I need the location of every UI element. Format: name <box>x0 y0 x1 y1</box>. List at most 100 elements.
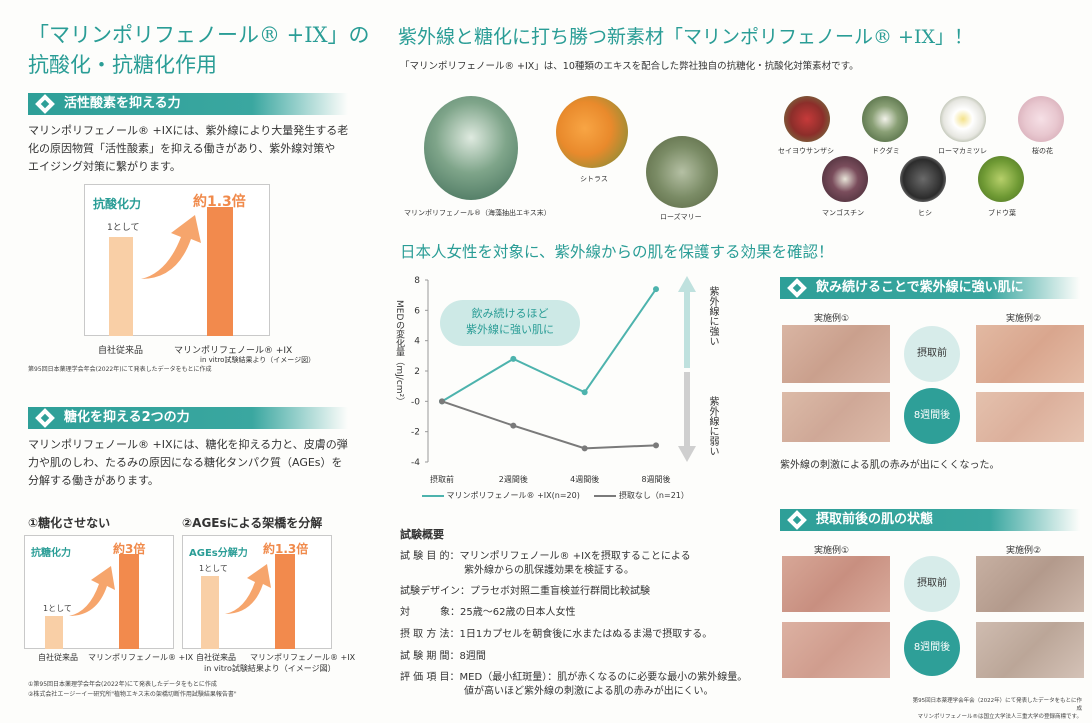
bar-conventional <box>109 237 133 336</box>
cherry-blossom-image <box>1018 96 1064 142</box>
up-down-arrow-icon <box>678 276 696 462</box>
panel-heading-uv: 飲み続けることで紫外線に強い肌に <box>780 277 1080 299</box>
case-label-2: 実施例② <box>1006 314 1042 324</box>
sub-heading-1: ①糖化させない <box>28 516 111 530</box>
baseline-label: 1として <box>199 564 228 573</box>
x-tick-label: 摂取前 <box>430 474 454 484</box>
case-label-1: 実施例① <box>814 314 850 324</box>
data-point-control <box>439 398 445 405</box>
after-badge: 8週間後 <box>904 388 960 444</box>
data-point-control <box>653 442 659 449</box>
legend-swatch-product <box>422 494 444 497</box>
ingredient-label: ブドウ葉 <box>988 209 1016 217</box>
grape-leaf-image <box>978 156 1024 202</box>
ingredient-label: セイヨウサンザシ <box>778 147 834 155</box>
glycation-notes: ①第95回日本薬理学会年会(2022年)にて発表したデータをもとに作成 ②株式会社… <box>28 681 237 698</box>
study-row: 評 価 項 目：MED（最小紅斑量）：肌が赤くなるのに必要な最小の紫外線量。 <box>400 672 748 683</box>
seaweed-image <box>424 96 518 200</box>
footnote: 第95回日本薬理学会年会（2022年）にて発表したデータをもとに作成 マリンポリフ… <box>912 698 1082 720</box>
x-label-product: マリンポリフェノール® +IX <box>88 653 194 662</box>
x-label-product: マリンポリフェノール® +IX <box>174 346 293 356</box>
antioxidant-note: 第95回日本薬理学会年会(2022年)にて発表したデータをもとに作成 <box>28 366 212 373</box>
diamond-icon <box>787 278 807 298</box>
bar-marine-polyphenol <box>207 207 233 336</box>
chart-title: 抗酸化力 <box>93 197 142 211</box>
study-row: 対 象：25歳〜62歳の日本人女性 <box>400 607 576 618</box>
diamond-icon <box>35 94 55 114</box>
antioxidant-text: マリンポリフェノール® +IXには、紫外線により大量発生する老 化の原因物質「活性… <box>28 124 349 173</box>
x-label-conventional-2: 自社従来品 <box>196 653 236 662</box>
data-point-product <box>653 286 659 293</box>
skin-photo-case2-after <box>976 622 1084 678</box>
x-tick-label: 2週間後 <box>499 474 528 484</box>
y-tick-label: 4 <box>414 337 420 347</box>
study-row: 値が高いほど紫外線の刺激による肌の赤みが出にくい。 <box>464 686 714 697</box>
before-badge: 摂取前 <box>904 556 960 612</box>
study-row: 試 験 目 的：マリンポリフェノール® +IXを摂取することによる <box>400 551 691 562</box>
chart-title: 抗糖化力 <box>31 548 71 559</box>
data-point-product <box>510 355 517 362</box>
legend-control: 摂取なし（n=21） <box>618 491 689 500</box>
series-line-control <box>441 400 657 450</box>
rising-arrow-icon <box>141 215 201 279</box>
chart-legend: マリンポリフェノール® +IX(n=20) 摂取なし（n=21） <box>422 490 689 501</box>
ingredient-label: ローズマリー <box>660 213 702 221</box>
y-tick-label: -2 <box>411 428 420 438</box>
med-line-chart: 8 6 4 2 -0 -2 -4 摂取前 2週間後 4週間後 8週間後 <box>411 276 671 484</box>
chamomile-image <box>940 96 986 142</box>
series-line-product <box>441 288 657 403</box>
y-tick-label: 2 <box>414 367 420 377</box>
section-heading-glycation: 糖化を抑える2つの力 <box>28 407 348 429</box>
y-tick-label: 6 <box>414 306 420 316</box>
chart-callout: 飲み続けるほど 紫外線に強い肌に <box>440 300 580 346</box>
data-point-product <box>581 389 588 396</box>
skin-photo-case2-after <box>976 392 1084 442</box>
anti-glycation-chart: 抗糖化力 約3倍 1として <box>24 535 174 649</box>
right-title: 紫外線と糖化に打ち勝つ新素材「マリンポリフェノール® +IX」！ <box>398 26 973 48</box>
x-label-product-2: マリンポリフェノール® +IX <box>250 653 356 662</box>
arrow-up-label: 紫外線に強い <box>707 286 718 346</box>
skin-photo-case2-before <box>976 325 1084 383</box>
x-tick-label: 8週間後 <box>641 474 670 484</box>
rising-arrow-icon <box>225 564 271 614</box>
ingredient-label: マリンポリフェノール®（海藻抽出エキス末） <box>404 209 551 217</box>
diamond-icon <box>35 408 55 428</box>
y-axis-label: MEDの変化量（mJ/cm²） <box>394 300 404 407</box>
chart-title: AGEs分解力 <box>189 548 248 559</box>
y-tick-label: 8 <box>414 276 420 286</box>
ingredient-label: 桜の花 <box>1032 147 1053 155</box>
ingredient-label: ローマカミツレ <box>938 147 987 155</box>
case-label-1: 実施例① <box>814 546 850 556</box>
dokudami-image <box>862 96 908 142</box>
x-label-conventional: 自社従来品 <box>38 653 78 662</box>
sub-heading-2: ②AGEsによる架橋を分解 <box>182 516 323 530</box>
citrus-image <box>556 96 628 168</box>
baseline-label: 1として <box>107 223 140 233</box>
skin-photo-case1-after <box>782 392 890 442</box>
bar-marine-polyphenol <box>275 554 295 649</box>
rising-arrow-icon <box>69 566 115 616</box>
study-heading: 日本人女性を対象に、紫外線からの肌を保護する効果を確認！ <box>400 243 834 261</box>
ratio-badge: 約1.3倍 <box>263 542 309 556</box>
study-row: 紫外線からの肌保護効果を検証する。 <box>464 565 634 576</box>
legend-product: マリンポリフェノール® +IX(n=20) <box>446 491 580 500</box>
case-label-2: 実施例② <box>1006 546 1042 556</box>
section-heading-antioxidant: 活性酸素を抑える力 <box>28 93 348 115</box>
before-badge: 摂取前 <box>904 326 960 382</box>
ingredient-label: マンゴスチン <box>822 209 865 217</box>
antioxidant-chart: 抗酸化力 約1.3倍 1として <box>84 184 270 336</box>
study-row: 試 験 期 間：8週間 <box>400 651 486 662</box>
arrow-down-label: 紫外線に弱い <box>707 396 718 456</box>
study-row: 試験デザイン：プラセボ対照二重盲検並行群間比較試験 <box>400 586 650 597</box>
after-badge: 8週間後 <box>904 620 960 676</box>
diamond-icon <box>787 510 807 530</box>
x-tick-label: 4週間後 <box>570 474 599 484</box>
ingredient-label: シトラス <box>580 175 608 183</box>
baseline-label: 1として <box>43 604 72 613</box>
glycation-text: マリンポリフェノール® +IXには、糖化を抑える力と、皮膚の弾 力や肌のしわ、たる… <box>28 438 348 487</box>
x-sub-label: in vitro試験結果より（イメージ図） <box>200 356 316 364</box>
ratio-badge: 約3倍 <box>113 542 146 556</box>
x-label-conventional: 自社従来品 <box>98 346 144 356</box>
rosemary-image <box>646 136 718 208</box>
hawthorn-image <box>784 96 830 142</box>
